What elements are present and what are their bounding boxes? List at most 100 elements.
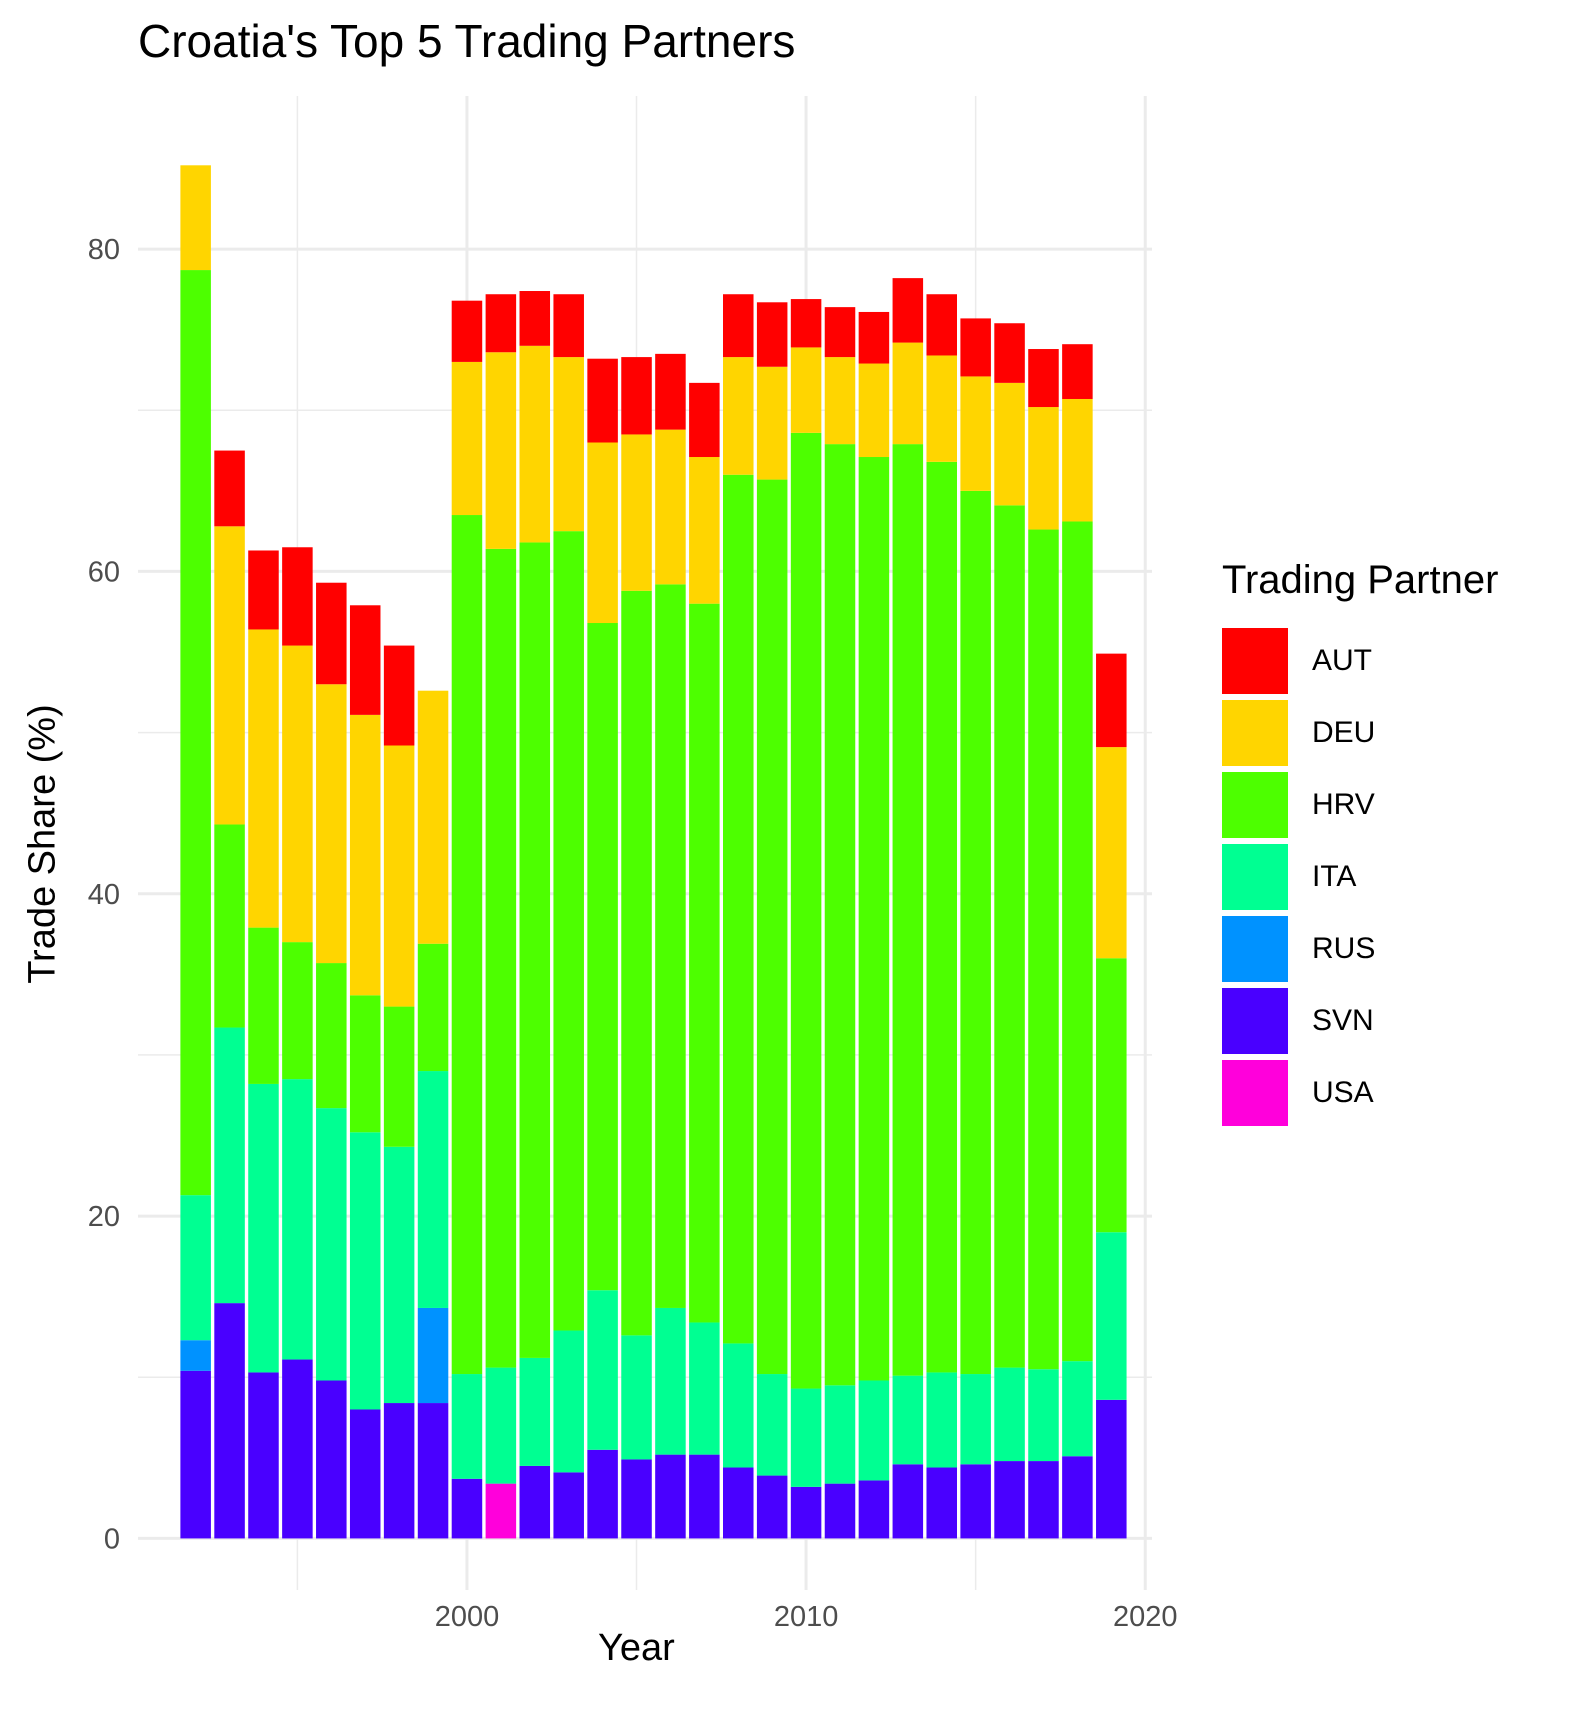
bar-segment-hrv-1994: [248, 927, 279, 1084]
bar-segment-svn-2004: [587, 1449, 618, 1539]
legend-label: RUS: [1312, 932, 1376, 965]
bar-segment-deu-2003: [553, 357, 584, 532]
bar-segment-svn-2019: [1096, 1399, 1127, 1539]
bar-segment-ita-1992: [180, 1195, 211, 1341]
bar-segment-hrv-2006: [655, 584, 686, 1308]
legend-item-hrv: HRV: [1222, 769, 1562, 841]
bar-segment-svn-2018: [1062, 1456, 1093, 1539]
bar-segment-hrv-1999: [417, 943, 449, 1072]
bar-segment-ita-2010: [790, 1388, 822, 1487]
bar-segment-aut-2018: [1062, 344, 1093, 399]
bar-segment-hrv-2015: [960, 490, 991, 1375]
bar-segment-hrv-2009: [756, 479, 788, 1375]
legend-swatch: [1222, 700, 1288, 766]
x-tick-label: 2020: [1113, 1601, 1178, 1633]
legend-swatch: [1222, 628, 1288, 694]
tick-labels: 0 20 40 60 80 2000 2010 2020: [88, 234, 1178, 1633]
bar-segment-ita-2012: [858, 1380, 890, 1481]
legend-title: Trading Partner: [1222, 558, 1499, 602]
bar-segment-aut-1998: [383, 645, 415, 746]
bar-segment-deu-1997: [349, 714, 381, 996]
bar-segment-aut-2006: [655, 353, 686, 430]
bar-segment-hrv-2018: [1062, 521, 1093, 1362]
bar-segment-ita-2014: [926, 1372, 957, 1468]
bar-segment-deu-2002: [519, 345, 551, 543]
bar-segment-hrv-2017: [1028, 529, 1059, 1370]
bar-segment-svn-2006: [655, 1454, 686, 1539]
bar-segment-ita-2003: [553, 1330, 584, 1473]
bar-segment-aut-1995: [282, 547, 313, 646]
legend-items: AUT DEU HRV ITA RUS SVN USA: [1222, 625, 1562, 1129]
bar-segment-aut-1997: [349, 605, 381, 715]
legend-label: USA: [1312, 1076, 1374, 1109]
bar-segment-svn-1995: [282, 1359, 313, 1539]
bar-segment-deu-1996: [316, 684, 347, 964]
legend-item-svn: SVN: [1222, 985, 1562, 1057]
bar-segment-deu-1999: [417, 690, 449, 944]
bar-segment-aut-2002: [519, 291, 551, 346]
bar-segment-hrv-2005: [621, 590, 652, 1336]
bar-segment-aut-1993: [214, 450, 245, 527]
bar-segment-aut-2001: [485, 294, 517, 353]
x-tick-label: 2010: [774, 1601, 839, 1633]
legend-swatch: [1222, 844, 1288, 910]
legend-label: ITA: [1312, 860, 1357, 893]
bar-segment-ita-2009: [756, 1374, 788, 1476]
bar-segment-ita-2015: [960, 1374, 991, 1465]
bar-segment-hrv-2003: [553, 531, 584, 1331]
x-axis-title: Year: [598, 1627, 675, 1669]
bar-segment-deu-2008: [723, 357, 754, 475]
legend-item-deu: DEU: [1222, 697, 1562, 769]
bar-segment-deu-2000: [451, 361, 483, 516]
bar-segment-svn-2008: [723, 1467, 754, 1539]
bar-segment-aut-2010: [790, 299, 822, 348]
bar-segment-deu-2015: [960, 376, 991, 491]
bar-segment-deu-1992: [180, 165, 211, 271]
bar-segment-aut-2015: [960, 318, 991, 377]
bar-segment-aut-2019: [1096, 653, 1127, 748]
bar-segment-svn-2015: [960, 1464, 991, 1539]
bar-segment-ita-1994: [248, 1083, 279, 1373]
bar-segment-hrv-2012: [858, 457, 890, 1381]
bar-segment-ita-2013: [892, 1375, 924, 1465]
bar-segment-hrv-2010: [790, 432, 822, 1389]
bar-segment-deu-2004: [587, 442, 618, 624]
bar-segment-ita-2008: [723, 1343, 754, 1468]
legend-label: SVN: [1312, 1004, 1374, 1037]
bars: [180, 165, 1127, 1539]
bar-segment-aut-2017: [1028, 349, 1059, 408]
bar-segment-svn-1992: [180, 1370, 211, 1539]
bar-segment-aut-2000: [451, 300, 483, 362]
legend-swatch: [1222, 772, 1288, 838]
bar-segment-svn-2005: [621, 1459, 652, 1539]
bar-segment-hrv-1998: [383, 1006, 415, 1147]
bar-segment-ita-1999: [417, 1071, 449, 1308]
bar-segment-hrv-1995: [282, 942, 313, 1080]
bar-segment-aut-2016: [994, 323, 1025, 383]
bar-segment-ita-1998: [383, 1146, 415, 1404]
bar-segment-svn-2016: [994, 1461, 1025, 1539]
bar-segment-aut-2005: [621, 357, 652, 435]
bar-segment-svn-1999: [417, 1403, 449, 1539]
legend-item-ita: ITA: [1222, 841, 1562, 913]
bar-segment-hrv-2013: [892, 444, 924, 1376]
bar-segment-deu-2010: [790, 347, 822, 433]
bar-segment-svn-1996: [316, 1380, 347, 1539]
bar-segment-deu-2018: [1062, 398, 1093, 522]
y-tick-label: 80: [88, 234, 120, 266]
bar-segment-deu-2011: [824, 357, 856, 445]
bar-segment-deu-1995: [282, 645, 313, 943]
bar-segment-svn-1994: [248, 1372, 279, 1539]
bar-segment-deu-2006: [655, 429, 686, 585]
bar-segment-deu-2016: [994, 382, 1025, 506]
bar-segment-svn-1997: [349, 1409, 381, 1539]
bar-segment-aut-2013: [892, 278, 924, 343]
bar-segment-svn-2007: [689, 1454, 720, 1539]
bar-segment-deu-2012: [858, 363, 890, 458]
bar-segment-usa-2001: [485, 1483, 517, 1539]
bar-segment-deu-1998: [383, 745, 415, 1007]
legend-label: HRV: [1312, 788, 1375, 821]
bar-segment-aut-2004: [587, 358, 618, 443]
